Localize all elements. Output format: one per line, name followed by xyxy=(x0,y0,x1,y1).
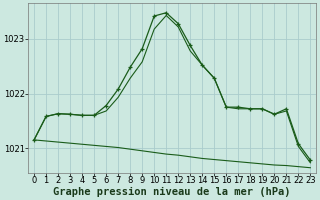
X-axis label: Graphe pression niveau de la mer (hPa): Graphe pression niveau de la mer (hPa) xyxy=(53,186,291,197)
